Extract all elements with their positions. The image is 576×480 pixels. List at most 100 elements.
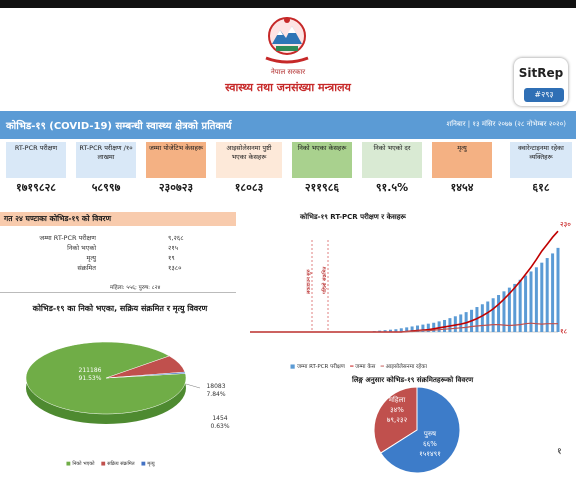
- stat-card-value: ६१८: [532, 181, 550, 194]
- test-bar: [383, 330, 387, 332]
- gender-female-pct: ३४%: [390, 406, 404, 414]
- stat-card-label: आइसोलेसनमा पुष्टी भएका केसहरू: [216, 142, 282, 178]
- last-24h-rows: जम्मा RT-PCR परीक्षण ९,२६८ निको भएको २१५ मृत…: [0, 232, 236, 272]
- test-bar: [421, 324, 425, 332]
- gender-male-count: १५१४९१: [419, 450, 441, 458]
- test-bar: [556, 247, 560, 332]
- pie-label-active: 18083: [206, 383, 225, 390]
- pie-label-deaths: 1454: [212, 415, 227, 422]
- gender-female-count: ७९,२३२: [387, 416, 408, 424]
- last-24h-row: निको भएको २१५: [0, 242, 236, 252]
- pie-pct-deaths: 0.63%: [210, 423, 229, 430]
- outcome-pie-title: कोभिड-१९ का निको भएका, सक्रिय संक्रमित र…: [32, 304, 208, 313]
- stat-card-label: निको भएको दर: [362, 142, 422, 178]
- legend-tests: जम्मा RT-PCR परीक्षण: [296, 364, 345, 370]
- stat-card: RT-PCR परीक्षण १७१९८२८: [6, 142, 66, 200]
- sitrep-badge: SitRep #२९३: [514, 58, 568, 106]
- legend-active: सक्रिय संक्रमित: [107, 461, 135, 467]
- gender-female-name: महिला: [389, 395, 405, 404]
- stat-card: जम्मा पोजेटिभ केसहरू २३०७२३: [146, 142, 206, 200]
- last-24h-row: संक्रमित १३८०: [0, 262, 236, 272]
- test-bar: [475, 307, 479, 332]
- legend-recovered: निको भएको: [72, 461, 95, 467]
- row-value: २१५: [168, 244, 179, 252]
- test-bar: [480, 304, 484, 332]
- gender-pie-chart: महिला ३४% ७९,२३२ पुरुष ६६% १५१४९१: [373, 386, 461, 474]
- test-bar: [529, 271, 533, 332]
- test-bar: [491, 298, 495, 332]
- test-bar: [399, 328, 403, 332]
- trend-annotation: लकडाउन सुरु: [306, 268, 312, 294]
- legend-deaths: मृत्यु: [147, 461, 155, 467]
- stat-card-label: मृत्यु: [432, 142, 492, 178]
- divider: [0, 292, 236, 293]
- trend-annotation: पहिलो संक्रमित: [321, 266, 328, 294]
- test-bar: [443, 319, 447, 332]
- sitrep-number: #२९३: [524, 88, 564, 102]
- legend-cases: जम्मा केस: [355, 364, 376, 370]
- stat-card: निको भएका केसहरू २११९८६: [292, 142, 352, 200]
- row-label: मृत्यु: [86, 254, 96, 262]
- test-bar: [410, 326, 414, 332]
- test-bar: [448, 318, 452, 332]
- last-24h-row: मृत्यु १९: [0, 252, 236, 262]
- trend-legend: ■ जम्मा RT-PCR परीक्षण ━ जम्मा केस ━ आइस…: [290, 364, 427, 370]
- stat-card-value: २३०७२३: [158, 181, 194, 194]
- trend-chart: लकडाउन सुरु पहिलो संक्रमित २३० १८: [250, 220, 571, 336]
- gender-slice: [380, 386, 461, 474]
- banner-title: कोभिड-१९ (COVID-19) सम्बन्धी स्वास्थ्य क…: [6, 121, 232, 132]
- last-24h-row: जम्मा RT-PCR परीक्षण ९,२६८: [0, 232, 236, 242]
- stat-card: मृत्यु १४५४: [432, 142, 492, 200]
- cases-line: [250, 230, 559, 333]
- legend-isolation: आइसोलेसनमा रहेका: [385, 364, 427, 370]
- row-value: ९,२६८: [168, 234, 184, 242]
- test-bar: [437, 321, 441, 332]
- nepal-emblem-icon: [265, 17, 309, 64]
- test-bar: [459, 314, 463, 332]
- pie-pct-active: 7.84%: [206, 391, 225, 398]
- stat-card-label: क्वारेन्टाइनमा रहेका व्यक्तिहरू: [510, 142, 572, 178]
- test-bar: [388, 329, 392, 332]
- test-bar: [405, 327, 409, 332]
- stat-card: निको भएको दर ९१.५%: [362, 142, 422, 200]
- stat-card-label: निको भएका केसहरू: [292, 142, 352, 178]
- stat-card: आइसोलेसनमा पुष्टी भएका केसहरू १८०८३: [216, 142, 282, 200]
- end-label-cases: २३०: [560, 220, 571, 228]
- banner-date: शनिबार | १३ मंसिर २०७७ (२८ नोभेम्बर २०२०…: [446, 120, 566, 128]
- test-bar: [524, 275, 528, 332]
- stat-card-value: १७१९८२८: [15, 181, 57, 194]
- stat-card-value: १८०८३: [234, 181, 264, 194]
- test-bar: [432, 322, 436, 332]
- row-value: १९: [168, 254, 175, 262]
- test-bar: [507, 287, 511, 332]
- govt-label: नेपाल सरकार: [270, 68, 306, 76]
- test-bar: [426, 323, 430, 332]
- row-label: निको भएको: [67, 244, 96, 252]
- stat-card-value: २११९८६: [304, 181, 340, 194]
- test-bar: [416, 325, 420, 332]
- trend-chart-title: कोभिड-१९ RT-PCR परीक्षण र केसहरू: [300, 213, 406, 221]
- row-label: संक्रमित: [77, 264, 96, 272]
- test-bar: [534, 267, 538, 332]
- ministry-title: स्वास्थ्य तथा जनसंख्या मन्त्रालय: [225, 81, 351, 94]
- test-bar: [540, 262, 544, 332]
- stat-card-value: १४५४: [450, 181, 474, 194]
- last-24h-gender-split: महिला: ५५६; पुरुष: ८२४: [110, 285, 161, 291]
- stat-card: क्वारेन्टाइनमा रहेका व्यक्तिहरू ६१८: [510, 142, 572, 200]
- isolation-line: [250, 322, 558, 333]
- outcome-pie-legend: ■ निको भएको ■ सक्रिय संक्रमित ■ मृत्यु: [66, 461, 155, 467]
- stat-card-label: RT-PCR परीक्षण /१० लाखमा: [76, 142, 136, 178]
- test-bar: [453, 316, 457, 332]
- end-label-isolation: १८: [560, 328, 568, 336]
- pie-pct-recovered: 91.53%: [79, 375, 102, 382]
- test-bar: [502, 291, 506, 332]
- stat-card-label: जम्मा पोजेटिभ केसहरू: [146, 142, 206, 178]
- test-bar: [394, 329, 398, 332]
- test-bar: [497, 295, 501, 332]
- stat-card-value: ५८९९७: [91, 181, 121, 194]
- pie-label-recovered: 211186: [79, 367, 102, 374]
- stat-card: RT-PCR परीक्षण /१० लाखमा ५८९९७: [76, 142, 136, 200]
- test-bar: [486, 301, 490, 332]
